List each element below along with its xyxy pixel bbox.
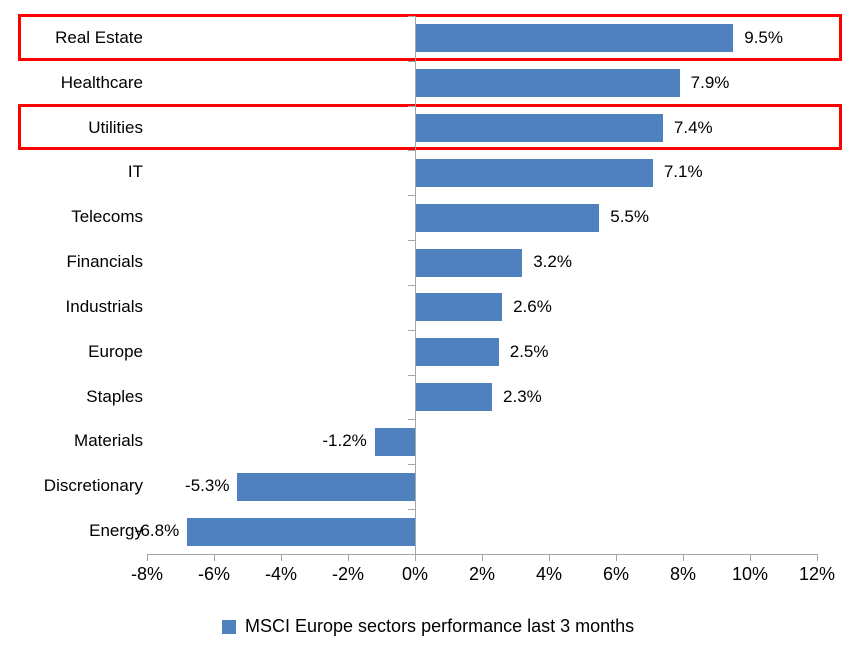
- value-axis-tick: [482, 554, 483, 561]
- category-label: Discretionary: [43, 476, 143, 496]
- value-axis-tick-label: -6%: [197, 564, 230, 584]
- category-label: Real Estate: [55, 28, 143, 47]
- data-label: 2.5%: [509, 341, 549, 361]
- category-axis-tick: [408, 150, 416, 152]
- value-axis-tick: [683, 554, 684, 561]
- data-bar: [415, 203, 600, 232]
- value-axis-tick-label: 12%: [798, 564, 836, 584]
- value-axis-tick: [415, 554, 416, 561]
- value-axis-tick-label: 10%: [731, 564, 769, 584]
- category-axis-tick: [408, 464, 416, 466]
- data-bar: [187, 517, 415, 546]
- category-axis-tick: [408, 105, 416, 107]
- value-axis-tick: [616, 554, 617, 561]
- value-axis-tick-label: -2%: [331, 564, 364, 584]
- highlight-box-real-estate: [18, 14, 842, 61]
- data-label: 7.1%: [663, 162, 703, 182]
- category-label: Materials: [74, 431, 143, 451]
- value-axis-tick-label: -4%: [264, 564, 297, 584]
- chart-legend: MSCI Europe sectors performance last 3 m…: [222, 616, 634, 637]
- category-axis-tick: [408, 419, 416, 421]
- category-label: IT: [127, 162, 143, 182]
- data-bar: [415, 293, 503, 322]
- value-axis-tick-label: 2%: [468, 564, 495, 584]
- data-label: 7.4%: [673, 117, 713, 137]
- data-label: 3.2%: [533, 252, 572, 272]
- value-axis-tick: [750, 554, 751, 561]
- highlight-box-utilities: [18, 103, 842, 151]
- category-label: Utilities: [88, 117, 143, 137]
- value-axis-tick: [817, 554, 818, 561]
- category-label: Staples: [86, 386, 143, 406]
- data-label: -6.8%: [134, 521, 180, 541]
- category-label: Europe: [88, 341, 143, 361]
- category-axis-tick: [408, 60, 416, 62]
- value-axis-tick-label: 0%: [401, 564, 428, 584]
- data-bar: [415, 338, 499, 367]
- data-label: 5.5%: [610, 207, 649, 227]
- category-label: Telecoms: [71, 207, 143, 227]
- data-bar: [415, 383, 493, 412]
- data-bar: [415, 114, 663, 143]
- value-axis-tick: [214, 554, 215, 561]
- category-label: Energy: [89, 521, 143, 541]
- value-axis-tick: [549, 554, 550, 561]
- category-axis-tick: [408, 16, 416, 17]
- category-label: Healthcare: [60, 72, 143, 92]
- category-axis-tick: [408, 329, 416, 331]
- category-axis-tick: [408, 374, 416, 376]
- value-axis-tick: [147, 554, 148, 561]
- value-axis-tick: [348, 554, 349, 561]
- legend-series-swatch-icon: [222, 619, 236, 634]
- data-bar: [374, 427, 415, 456]
- data-label: -5.3%: [185, 476, 230, 496]
- category-axis-tick: [408, 195, 416, 197]
- data-bar: [415, 248, 523, 277]
- value-axis-tick: [281, 554, 282, 561]
- category-label: Industrials: [65, 296, 143, 316]
- value-axis-tick-label: 6%: [602, 564, 629, 584]
- data-bar: [415, 158, 653, 187]
- value-axis-tick-label: -8%: [130, 564, 163, 584]
- category-axis-tick: [408, 509, 416, 511]
- category-label: Financials: [66, 252, 143, 272]
- data-label: 9.5%: [744, 28, 783, 47]
- value-axis-tick-label: 8%: [669, 564, 696, 584]
- data-label: -1.2%: [322, 431, 367, 451]
- value-axis-tick-label: 4%: [535, 564, 562, 584]
- legend-series-label: MSCI Europe sectors performance last 3 m…: [245, 616, 635, 636]
- data-label: 7.9%: [690, 72, 730, 92]
- category-axis-tick: [408, 240, 416, 242]
- data-bar: [415, 69, 680, 98]
- data-bar: [415, 24, 734, 53]
- data-label: 2.3%: [503, 386, 542, 406]
- data-bar: [237, 472, 415, 501]
- data-label: 2.6%: [513, 296, 552, 316]
- category-axis-tick: [408, 284, 416, 286]
